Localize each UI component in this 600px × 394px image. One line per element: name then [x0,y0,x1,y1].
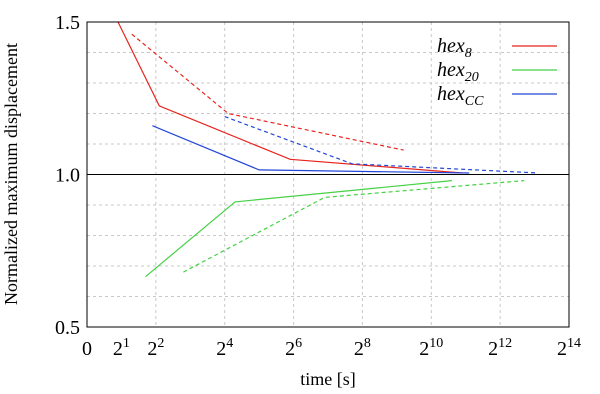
y-tick-label: 0.5 [55,317,80,339]
x-tick-label: 28 [354,336,371,360]
y-tick-labels: 0.5 1.0 1.5 [55,12,80,339]
x-tick-label: 212 [488,336,512,360]
x-tick-labels: 0 21 22 24 26 28 210 212 214 [82,336,581,360]
legend-label: hex8 [437,35,472,61]
x-tick-label: 22 [147,336,164,360]
x-tick-label: 214 [557,336,581,360]
y-tick-label: 1.0 [55,165,80,187]
x-axis-label: time [s] [300,369,356,389]
x-tick-label: 210 [419,336,443,360]
series-line-dashed [183,180,525,273]
series-layer [117,21,539,278]
legend-label: hex20 [437,59,479,85]
series-line-solid [145,180,452,278]
series-line-solid [152,125,470,174]
plot-frame [86,21,570,328]
y-tick-label: 1.5 [55,12,80,34]
series-line-dashed [224,116,539,174]
x-tick-label: 24 [216,336,233,360]
x-tick-label: 0 [82,338,92,360]
x-tick-label: 26 [285,336,302,360]
legend-label: hexCC [437,83,484,109]
x-tick-label: 21 [113,336,130,360]
y-axis-label: Normalized maximum displacement [1,43,21,305]
series-line-solid [117,21,463,174]
